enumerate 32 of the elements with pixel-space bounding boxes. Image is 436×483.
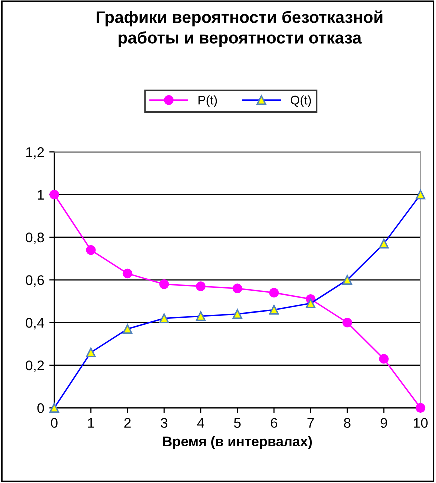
- point: [50, 190, 60, 200]
- x-tick-label: 3: [161, 418, 168, 428]
- x-tick-label: 10: [414, 418, 428, 428]
- y-tick-label: 0,2: [26, 360, 44, 372]
- point: [269, 288, 280, 298]
- x-tick-label: 2: [124, 418, 131, 428]
- y-tick-label: 0,6: [26, 275, 44, 287]
- x-tick-label: 0: [51, 418, 58, 428]
- point: [122, 268, 133, 279]
- legend-label: P(t): [198, 96, 218, 108]
- x-tick-label: 8: [344, 418, 351, 428]
- x-tick-label: 6: [271, 418, 278, 428]
- x-tick-label: 7: [308, 418, 314, 428]
- y-tick-label: 1,2: [26, 147, 44, 159]
- y-tick-label: 1: [38, 190, 44, 200]
- x-tick-label: 9: [380, 418, 388, 428]
- chart-title: Графики вероятности безотказной работы и вероятности отказа: [96, 10, 383, 48]
- x-tick-label: 1: [88, 418, 94, 428]
- point: [196, 282, 206, 292]
- x-tick-label: 4: [197, 418, 204, 428]
- point: [160, 280, 170, 290]
- x-tick-label: 5: [234, 418, 241, 428]
- point: [379, 354, 389, 364]
- legend-label: Q(t): [290, 96, 312, 108]
- point: [342, 318, 352, 328]
- point: [86, 245, 96, 256]
- point: [232, 284, 242, 294]
- y-tick-label: 0,4: [26, 318, 44, 330]
- y-tick-label: 0: [38, 403, 44, 414]
- point: [416, 403, 426, 413]
- y-tick-label: 0,8: [26, 232, 44, 244]
- x-axis-title: Время (в интервалах): [163, 436, 312, 450]
